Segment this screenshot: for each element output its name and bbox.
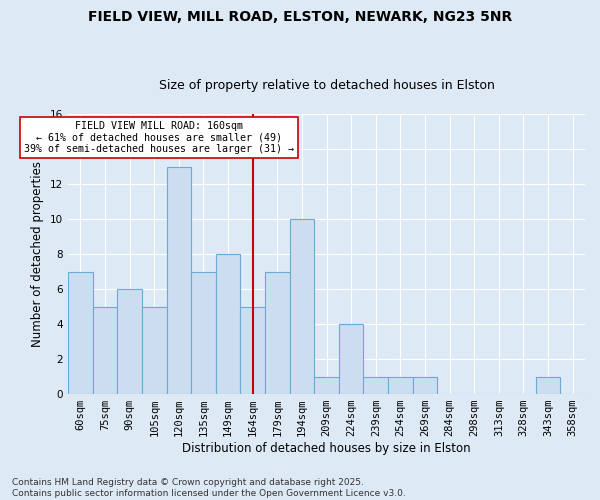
Bar [339,324,364,394]
Text: Contains HM Land Registry data © Crown copyright and database right 2025.
Contai: Contains HM Land Registry data © Crown c… [12,478,406,498]
Bar [364,376,388,394]
Bar [167,166,191,394]
Bar [216,254,241,394]
X-axis label: Distribution of detached houses by size in Elston: Distribution of detached houses by size … [182,442,471,455]
Bar [314,376,339,394]
Bar [265,272,290,394]
Bar [536,376,560,394]
Bar [290,219,314,394]
Bar [413,376,437,394]
Bar [92,306,118,394]
Bar [191,272,216,394]
Title: Size of property relative to detached houses in Elston: Size of property relative to detached ho… [158,79,494,92]
Bar [142,306,167,394]
Bar [388,376,413,394]
Bar [68,272,92,394]
Bar [241,306,265,394]
Y-axis label: Number of detached properties: Number of detached properties [31,161,44,347]
Text: FIELD VIEW MILL ROAD: 160sqm
← 61% of detached houses are smaller (49)
39% of se: FIELD VIEW MILL ROAD: 160sqm ← 61% of de… [24,121,294,154]
Text: FIELD VIEW, MILL ROAD, ELSTON, NEWARK, NG23 5NR: FIELD VIEW, MILL ROAD, ELSTON, NEWARK, N… [88,10,512,24]
Bar [118,289,142,394]
